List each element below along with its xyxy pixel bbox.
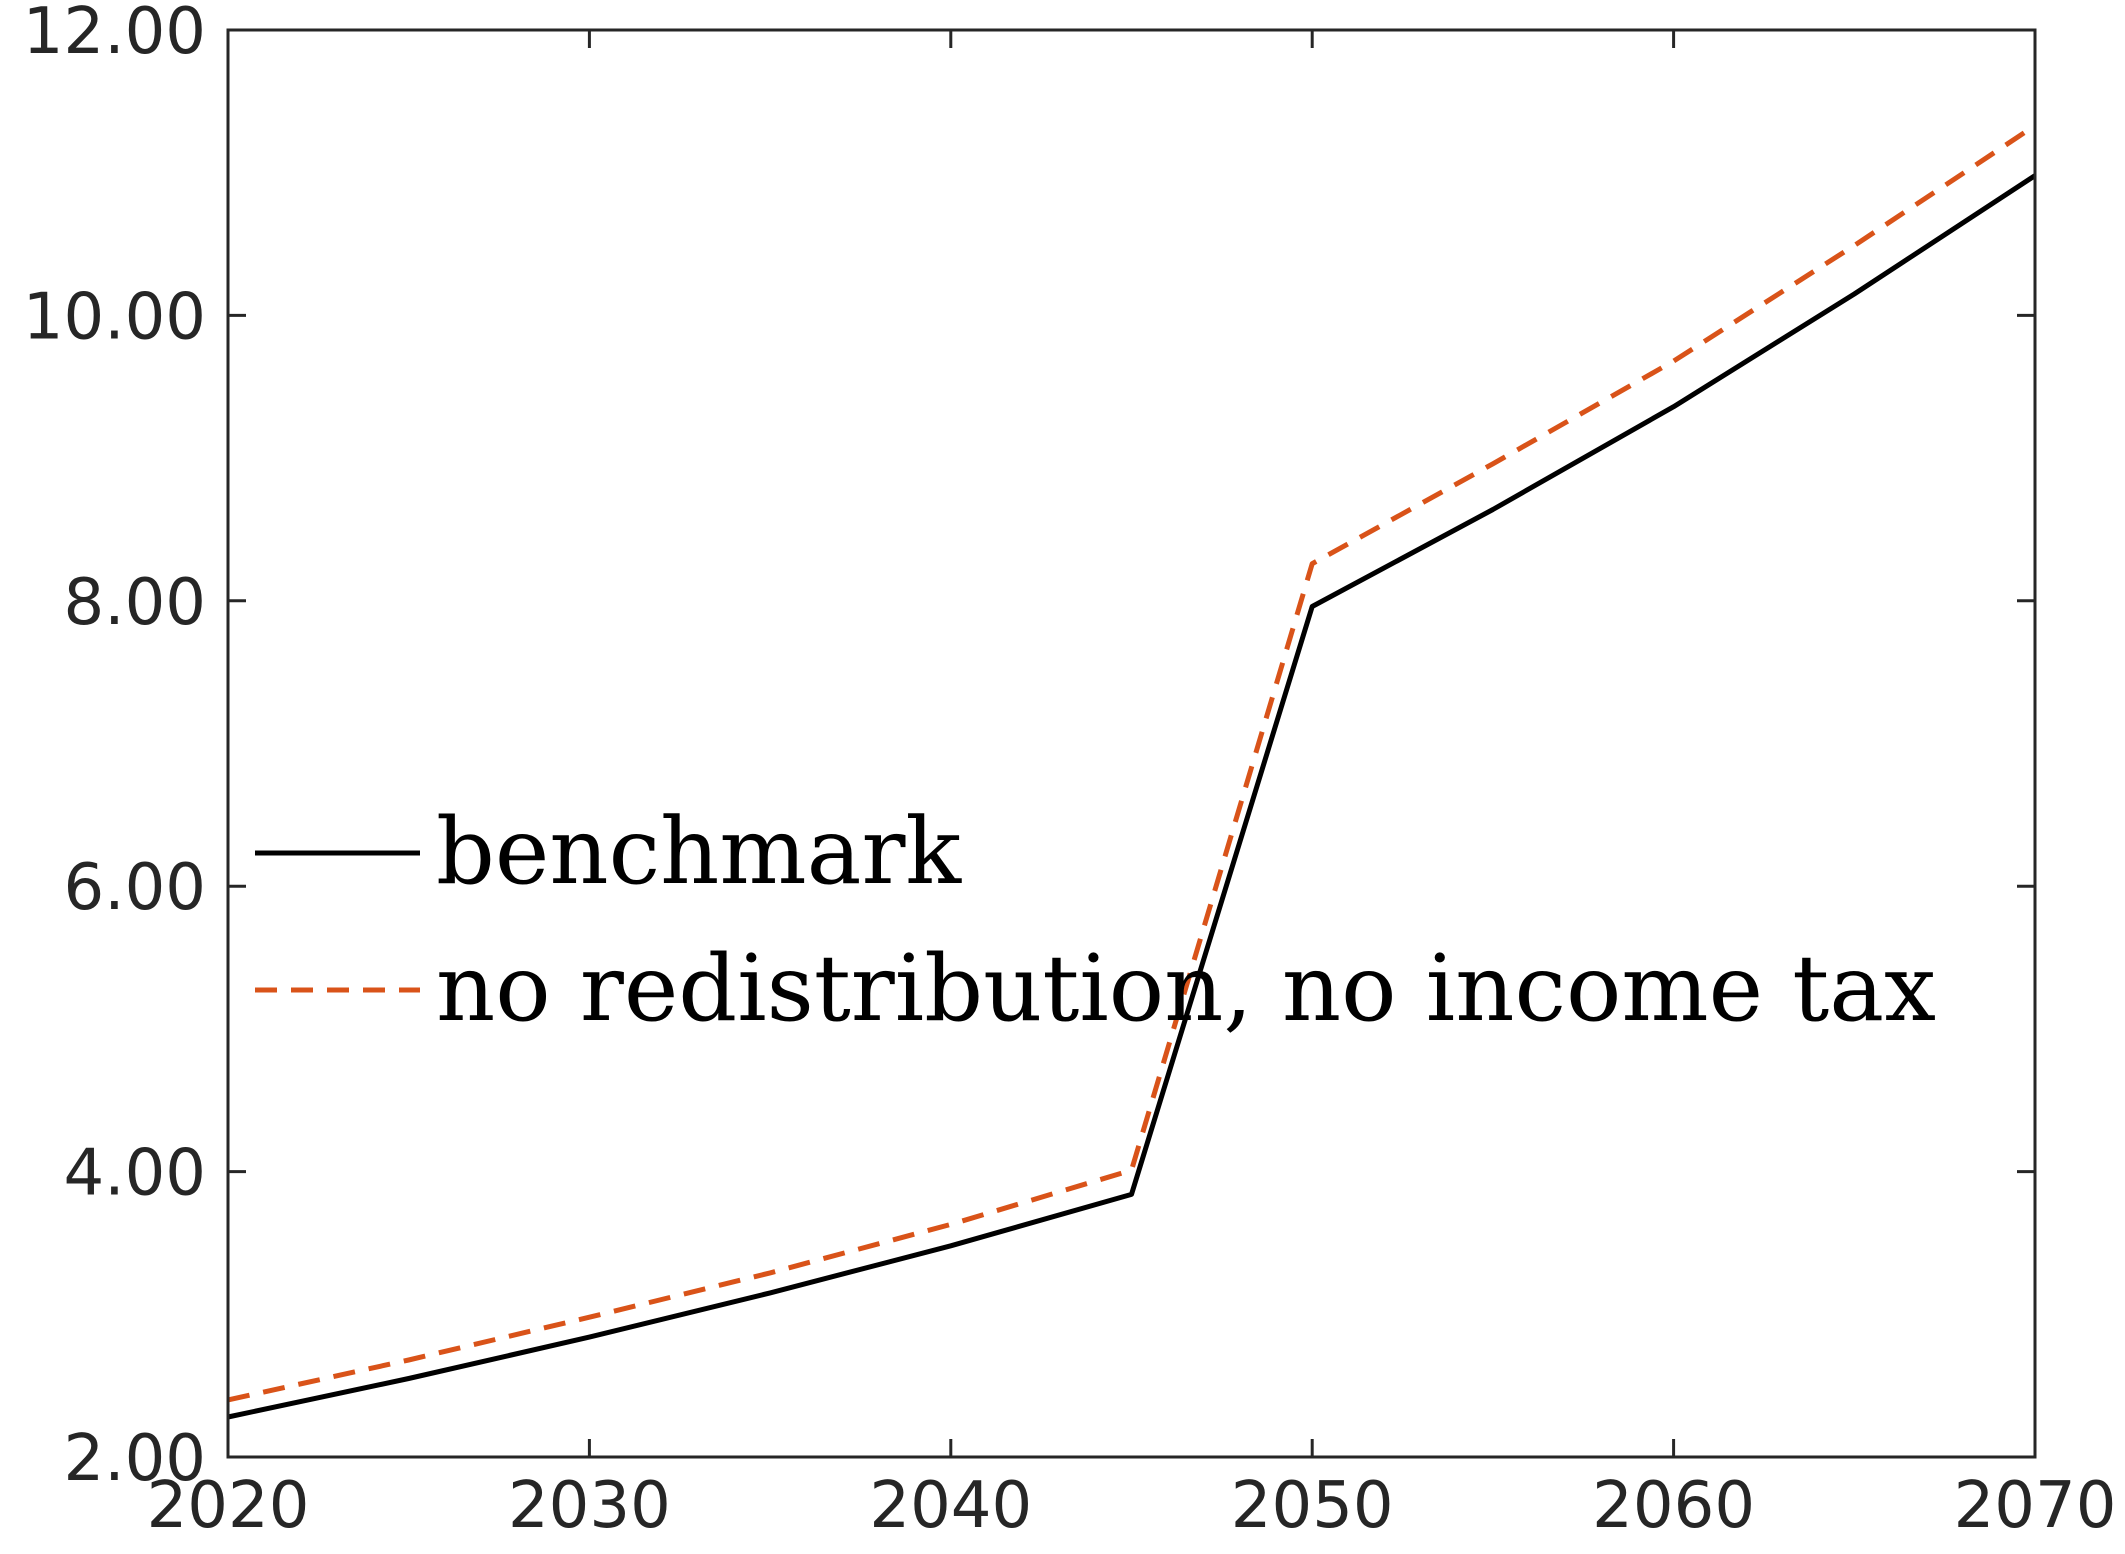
ticks-layer: 2020 2030 2040 2050 2060 2070 2.00 4.00 6.00 8.00…: [23, 0, 2117, 1543]
y-tick-label: 8.00: [64, 566, 207, 640]
legend-label-no-redistribution: no redistribution, no income tax: [436, 935, 1936, 1042]
x-tick-label: 2070: [1954, 1469, 2117, 1543]
series-line-no-redistribution: [227, 123, 2037, 1403]
axes-box: [226, 28, 2037, 1459]
y-tick-label: 10.00: [23, 280, 206, 354]
x-tick-label: 2040: [869, 1469, 1032, 1543]
legend: benchmark no redistribution, no income t…: [255, 798, 1936, 1042]
y-tick-label: 12.00: [23, 0, 206, 69]
legend-label-benchmark: benchmark: [436, 798, 962, 905]
plot-area: [228, 30, 2035, 1457]
y-tick-label: 2.00: [64, 1422, 207, 1496]
x-tick-label: 2060: [1592, 1469, 1755, 1543]
x-tick-label: 2030: [508, 1469, 671, 1543]
series-layer: [227, 123, 2037, 1420]
y-tick-label: 4.00: [64, 1137, 207, 1211]
series-line-benchmark: [227, 173, 2037, 1420]
y-tick-label: 6.00: [64, 851, 207, 925]
x-tick-label: 2020: [147, 1469, 310, 1543]
x-tick-label: 2050: [1231, 1469, 1394, 1543]
